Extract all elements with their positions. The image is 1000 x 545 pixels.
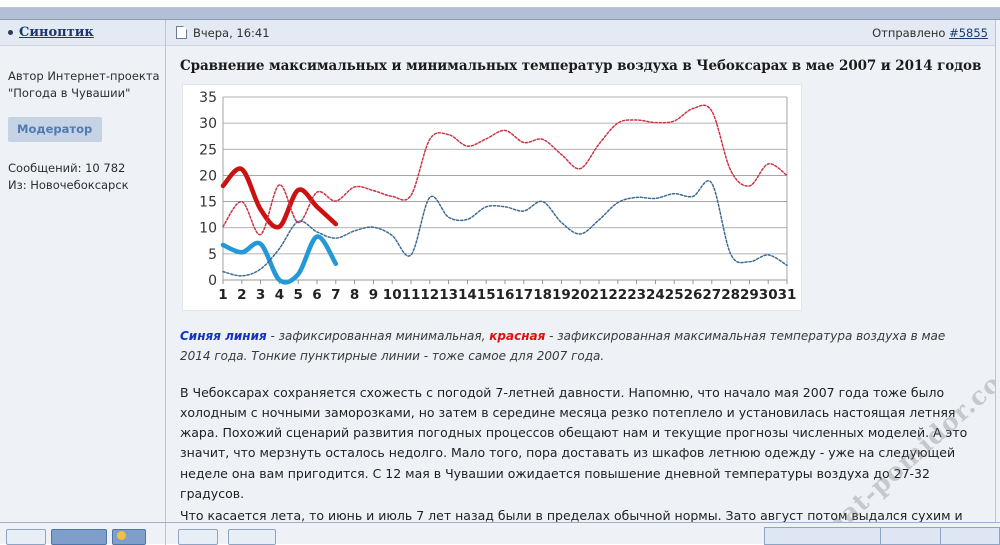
post-sent-label: Отправлено xyxy=(872,25,946,40)
toolbar-button-3[interactable] xyxy=(112,529,146,545)
caption-mid-1: - зафиксированная минимальная, xyxy=(266,329,490,343)
bottom-panel-2[interactable] xyxy=(880,527,940,545)
svg-text:10: 10 xyxy=(383,287,402,303)
moderator-badge: Модератор xyxy=(8,117,103,143)
post-text: В Чебоксарах сохраняется схожесть с пого… xyxy=(180,383,985,523)
toolbar-button-4[interactable] xyxy=(178,529,218,545)
svg-text:10: 10 xyxy=(199,221,217,237)
author-role-line-2: "Погода в Чувашии" xyxy=(8,85,131,100)
svg-text:26: 26 xyxy=(684,287,703,303)
svg-text:25: 25 xyxy=(199,142,217,158)
author-header: Синоптик xyxy=(0,20,165,46)
svg-text:17: 17 xyxy=(514,287,533,303)
post-number-link[interactable]: #5855 xyxy=(949,25,988,40)
toolbar-button-2[interactable] xyxy=(51,529,107,545)
svg-text:23: 23 xyxy=(627,287,646,303)
svg-text:31: 31 xyxy=(778,287,797,303)
post-content-column: Вчера, 16:41 Отправлено #5855 Сравнение … xyxy=(166,20,1000,523)
post-paragraph-2: Что касается лета, то июнь и июль 7 лет … xyxy=(180,506,985,523)
bottom-left-buttons xyxy=(0,523,166,545)
svg-text:15: 15 xyxy=(199,195,217,211)
svg-text:2: 2 xyxy=(237,287,246,303)
toolbar-button-1[interactable] xyxy=(6,529,46,545)
post-paragraph-2-text: Что касается лета, то июнь и июль 7 лет … xyxy=(180,508,963,523)
chart-caption: Синяя линия - зафиксированная минимальна… xyxy=(180,327,950,367)
svg-text:18: 18 xyxy=(533,287,552,303)
author-role-line-1: Автор Интернет-проекта xyxy=(8,69,160,83)
top-strip xyxy=(0,0,1000,8)
svg-text:30: 30 xyxy=(759,287,778,303)
svg-text:25: 25 xyxy=(665,287,684,303)
post-paragraph-1: В Чебоксарах сохраняется схожесть с пого… xyxy=(180,384,968,501)
bottom-panel-3[interactable] xyxy=(940,527,1000,545)
svg-text:20: 20 xyxy=(199,168,217,184)
svg-text:14: 14 xyxy=(458,287,477,303)
bottom-toolbar xyxy=(0,522,1000,545)
svg-text:20: 20 xyxy=(571,287,590,303)
toolbar-button-5[interactable] xyxy=(228,529,276,545)
svg-text:15: 15 xyxy=(477,287,496,303)
bottom-panel-1[interactable] xyxy=(764,527,880,545)
svg-text:0: 0 xyxy=(208,273,217,289)
svg-text:27: 27 xyxy=(702,287,721,303)
caption-red-term: красная xyxy=(489,329,546,343)
svg-text:16: 16 xyxy=(496,287,515,303)
bottom-mid-buttons xyxy=(166,523,764,545)
svg-text:1: 1 xyxy=(218,287,227,303)
post-date: Вчера, 16:41 xyxy=(193,25,270,40)
post-header-bar: Вчера, 16:41 Отправлено #5855 xyxy=(166,20,1000,46)
svg-text:4: 4 xyxy=(275,287,284,303)
svg-text:3: 3 xyxy=(256,287,265,303)
svg-text:6: 6 xyxy=(312,287,321,303)
svg-text:7: 7 xyxy=(331,287,340,303)
svg-text:21: 21 xyxy=(590,287,609,303)
svg-text:19: 19 xyxy=(552,287,571,303)
author-info: Автор Интернет-проекта "Погода в Чувашии… xyxy=(0,46,165,195)
svg-text:5: 5 xyxy=(208,247,217,263)
svg-text:28: 28 xyxy=(721,287,740,303)
svg-text:9: 9 xyxy=(369,287,378,303)
svg-text:13: 13 xyxy=(439,287,458,303)
post-container: Синоптик Автор Интернет-проекта "Погода … xyxy=(0,20,1000,523)
author-location: Из: Новочебоксарск xyxy=(8,178,129,193)
svg-text:24: 24 xyxy=(646,287,665,303)
post-body: Сравнение максимальных и минимальных тем… xyxy=(166,46,1000,523)
svg-text:5: 5 xyxy=(293,287,302,303)
article-title: Сравнение максимальных и минимальных тем… xyxy=(180,58,982,74)
temperature-chart: 0 5 10 15 20 25 30 35 1 2 3 4 5 6 7 8 9 10 11 12 13 14 15 16 17 1… xyxy=(182,84,802,311)
svg-text:30: 30 xyxy=(199,116,217,132)
svg-text:11: 11 xyxy=(402,287,421,303)
svg-text:12: 12 xyxy=(420,287,439,303)
document-icon xyxy=(176,26,187,39)
svg-text:8: 8 xyxy=(350,287,359,303)
author-column: Синоптик Автор Интернет-проекта "Погода … xyxy=(0,20,166,523)
bottom-right-panels xyxy=(764,523,1000,545)
online-status-dot-icon xyxy=(8,30,13,35)
caption-mid-2: - зафиксированная максимальная температу… xyxy=(180,329,946,363)
post-sent-info: Отправлено #5855 xyxy=(872,26,988,40)
svg-text:35: 35 xyxy=(199,90,217,106)
author-post-count: Сообщений: 10 782 xyxy=(8,161,126,176)
svg-text:29: 29 xyxy=(740,287,759,303)
svg-text:22: 22 xyxy=(608,287,627,303)
right-rail xyxy=(995,20,1000,523)
caption-blue-term: Синяя линия xyxy=(180,329,267,343)
author-name-link[interactable]: Синоптик xyxy=(19,25,94,40)
top-accent-bar xyxy=(0,8,1000,20)
